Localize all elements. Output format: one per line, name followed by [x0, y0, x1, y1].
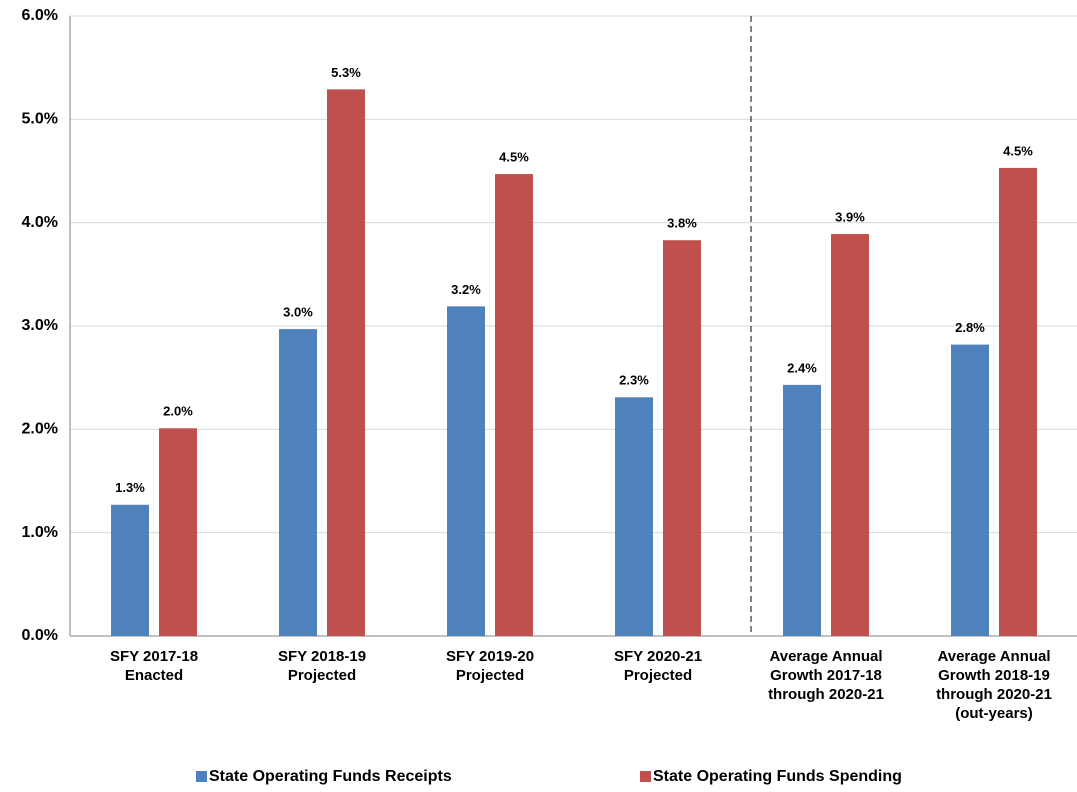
bar	[663, 240, 701, 636]
x-tick-label: Projected	[456, 667, 524, 684]
y-tick-label: 5.0%	[22, 111, 58, 128]
bar	[327, 89, 365, 636]
value-label: 3.0%	[283, 305, 313, 320]
y-tick-label: 3.0%	[22, 317, 58, 334]
x-tick-label: through 2020-21	[936, 686, 1052, 703]
x-tick-label: Projected	[624, 667, 692, 684]
x-tick-label: Growth 2017-18	[770, 667, 882, 684]
y-tick-label: 1.0%	[22, 524, 58, 541]
value-label: 3.8%	[667, 216, 697, 231]
bar	[447, 306, 485, 636]
legend-swatch	[640, 771, 651, 782]
bar	[783, 384, 821, 636]
value-label: 1.3%	[115, 480, 145, 495]
x-tick-label: Growth 2018-19	[938, 667, 1050, 684]
x-tick-label: through 2020-21	[768, 686, 884, 703]
bar	[951, 344, 989, 636]
value-label: 2.0%	[163, 404, 193, 419]
y-tick-label: 2.0%	[22, 421, 58, 438]
value-label: 3.2%	[451, 282, 481, 297]
legend-label: State Operating Funds Spending	[653, 768, 902, 785]
x-tick-label: (out-years)	[955, 705, 1033, 722]
bar	[111, 504, 149, 636]
bar	[159, 428, 197, 636]
bar	[279, 329, 317, 636]
bar	[495, 174, 533, 636]
value-label: 2.4%	[787, 360, 817, 375]
x-tick-label: Projected	[288, 667, 356, 684]
bar	[999, 167, 1037, 636]
value-label: 3.9%	[835, 209, 865, 224]
y-tick-label: 0.0%	[22, 627, 58, 644]
y-tick-label: 6.0%	[22, 7, 58, 24]
x-tick-label: SFY 2019-20	[446, 648, 534, 665]
x-tick-label: SFY 2018-19	[278, 648, 366, 665]
value-label: 4.5%	[1003, 143, 1033, 158]
y-tick-label: 4.0%	[22, 214, 58, 231]
x-tick-label: Average Annual	[769, 648, 882, 665]
value-label: 2.8%	[955, 320, 985, 335]
bar	[615, 397, 653, 636]
x-tick-label: SFY 2017-18	[110, 648, 198, 665]
x-tick-label: Average Annual	[937, 648, 1050, 665]
x-tick-label: SFY 2020-21	[614, 648, 702, 665]
legend-label: State Operating Funds Receipts	[209, 768, 452, 785]
x-tick-label: Enacted	[125, 667, 183, 684]
legend-swatch	[196, 771, 207, 782]
value-label: 4.5%	[499, 150, 529, 165]
value-label: 5.3%	[331, 65, 361, 80]
value-label: 2.3%	[619, 373, 649, 388]
bar	[831, 234, 869, 637]
